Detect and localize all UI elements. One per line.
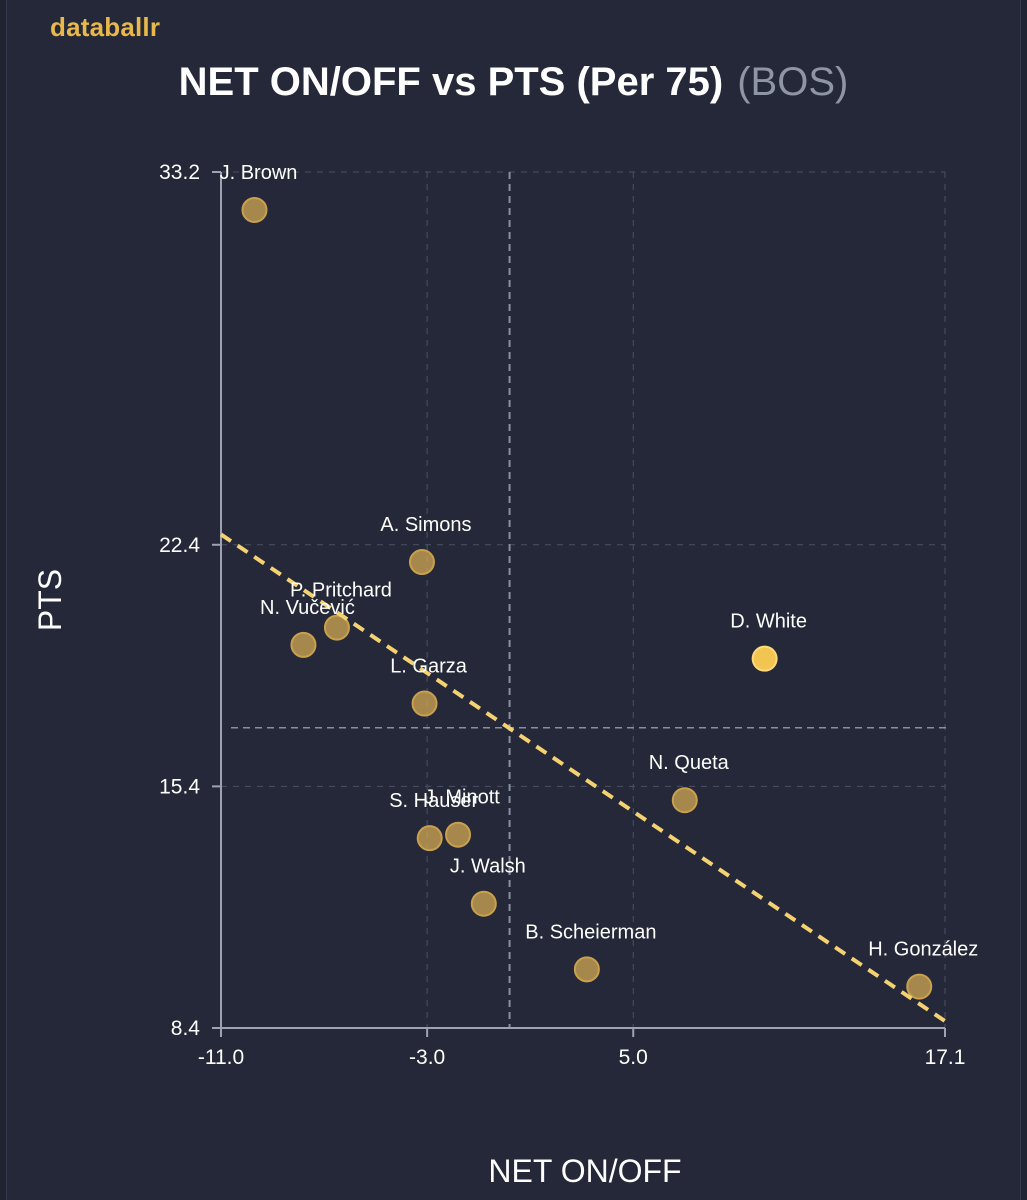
point-label: A. Simons	[380, 514, 471, 536]
x-tick-label: 5.0	[619, 1046, 648, 1069]
point-label: J. Walsh	[450, 856, 526, 878]
data-point	[408, 549, 435, 576]
data-point	[290, 631, 317, 658]
point-label: L. Garza	[390, 656, 468, 678]
data-point	[323, 614, 350, 641]
point-label: N. Queta	[649, 752, 730, 774]
chart-title-text: NET ON/OFF vs PTS (Per 75)	[178, 60, 724, 104]
y-tick-label: 33.2	[159, 161, 200, 184]
brand-logo: databallr	[50, 12, 161, 42]
chart-title: NET ON/OFF vs PTS (Per 75) (BOS)	[7, 60, 1020, 105]
point-label: N. Vučević	[260, 597, 355, 619]
x-tick-label: -11.0	[198, 1046, 244, 1069]
chart-card: databallr NET ON/OFF vs PTS (Per 75) (BOS…	[6, 0, 1021, 1200]
data-point	[445, 821, 472, 848]
data-point	[241, 196, 268, 223]
x-tick-label: -3.0	[409, 1046, 445, 1069]
point-label: D. White	[730, 611, 807, 633]
y-tick-label: 15.4	[159, 775, 200, 798]
point-label: B. Scheierman	[525, 921, 656, 943]
x-axis-label: NET ON/OFF	[488, 1153, 681, 1189]
y-axis-label: PTS	[32, 569, 68, 631]
team-label: (BOS)	[737, 60, 849, 104]
point-label: P. Pritchard	[290, 580, 392, 602]
data-point	[573, 956, 600, 983]
data-point	[751, 645, 778, 672]
point-label: J. Brown	[220, 162, 298, 184]
point-label: H. González	[868, 939, 978, 961]
point-label: J. Minott	[424, 787, 500, 809]
trend-line	[219, 532, 947, 1023]
x-tick-label: 17.1	[925, 1046, 966, 1069]
y-tick-label: 22.4	[159, 534, 200, 557]
data-point	[470, 890, 497, 917]
data-point	[416, 825, 443, 852]
y-tick-label: 8.4	[171, 1017, 201, 1040]
point-label: S. Hauser	[389, 790, 478, 812]
data-point	[411, 690, 438, 717]
data-point	[671, 787, 698, 814]
data-point	[906, 973, 933, 1000]
